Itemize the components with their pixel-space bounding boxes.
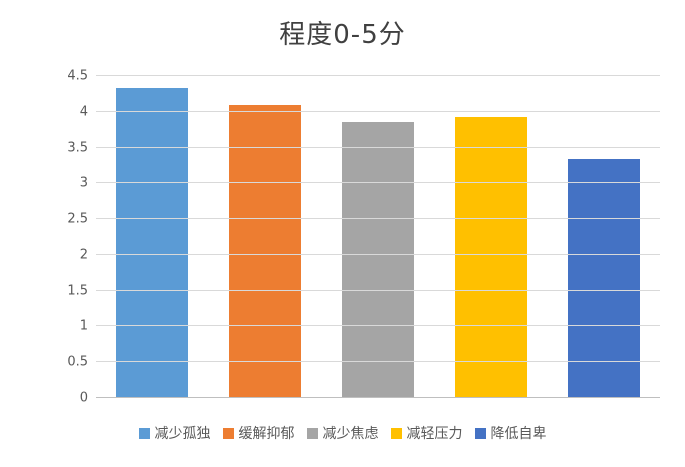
plot-area bbox=[96, 75, 660, 398]
legend-label: 缓解抑郁 bbox=[238, 426, 295, 442]
gridline bbox=[96, 218, 660, 220]
bar-series-5 bbox=[567, 159, 640, 398]
y-tick-label: 4.5 bbox=[67, 68, 88, 84]
legend-swatch-icon bbox=[138, 427, 150, 439]
y-tick-label: 1 bbox=[79, 318, 88, 334]
legend: 减少孤独 缓解抑郁 减少焦虑 减轻压力 降低自卑 bbox=[0, 423, 685, 443]
bar-series-2 bbox=[229, 104, 302, 398]
bars-container bbox=[96, 76, 660, 398]
y-tick-label: 2 bbox=[79, 247, 88, 263]
legend-label: 减少焦虑 bbox=[322, 426, 379, 442]
legend-item: 减轻压力 bbox=[390, 423, 463, 443]
legend-swatch-icon bbox=[222, 427, 234, 439]
legend-label: 减少孤独 bbox=[154, 426, 211, 442]
legend-swatch-icon bbox=[306, 427, 318, 439]
y-tick-label: 3 bbox=[79, 175, 88, 191]
bar-series-1 bbox=[116, 88, 189, 398]
legend-item: 缓解抑郁 bbox=[222, 423, 295, 443]
gridline bbox=[96, 289, 660, 291]
gridline bbox=[96, 253, 660, 255]
legend-item: 降低自卑 bbox=[474, 423, 547, 443]
chart-title: 程度0-5分 bbox=[279, 20, 406, 50]
gridline bbox=[96, 361, 660, 363]
gridline bbox=[96, 325, 660, 327]
gridline bbox=[96, 75, 660, 76]
bar-series-3 bbox=[341, 121, 414, 398]
y-tick-label: 3.5 bbox=[67, 140, 88, 156]
gridline bbox=[96, 182, 660, 184]
legend-item: 减少孤独 bbox=[138, 423, 211, 443]
y-tick-label: 0.5 bbox=[67, 354, 88, 370]
y-tick-label: 1.5 bbox=[67, 283, 88, 299]
y-axis-labels: 0 0.5 1 1.5 2 2.5 3 3.5 4 4.5 bbox=[0, 70, 88, 405]
legend-label: 减轻压力 bbox=[406, 426, 463, 442]
x-axis-line bbox=[96, 397, 660, 398]
gridline bbox=[96, 146, 660, 148]
legend-swatch-icon bbox=[390, 427, 402, 439]
bar-series-4 bbox=[454, 116, 527, 398]
y-tick-label: 0 bbox=[79, 390, 88, 406]
gridline bbox=[96, 110, 660, 112]
legend-item: 减少焦虑 bbox=[306, 423, 379, 443]
y-tick-label: 2.5 bbox=[67, 211, 88, 227]
legend-label: 降低自卑 bbox=[490, 426, 547, 442]
y-tick-label: 4 bbox=[79, 104, 88, 120]
legend-swatch-icon bbox=[474, 427, 486, 439]
